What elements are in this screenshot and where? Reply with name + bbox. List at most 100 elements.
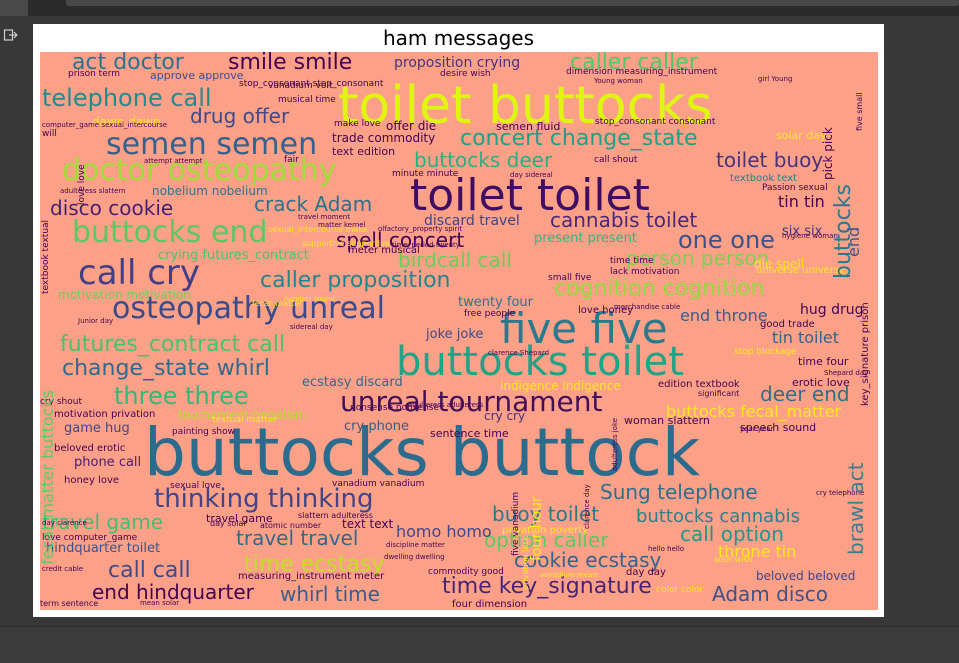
cloud-word: mean solar (140, 599, 180, 607)
cloud-word: phone call (74, 455, 142, 470)
cloud-word: homo homo (396, 522, 492, 541)
cloud-word: sidereal day (290, 323, 333, 331)
cloud-word: clarence Shepard (488, 349, 550, 357)
previous-cell-input[interactable] (66, 0, 959, 6)
cloud-word: significant (698, 389, 740, 398)
cloud-word: call shout (594, 155, 638, 165)
cloud-word: three three (114, 382, 249, 410)
cloud-word: ecstasy discard (302, 375, 403, 390)
cloud-word: attempt attempt (144, 157, 203, 165)
cloud-word: girl Young (758, 75, 793, 83)
cloud-word: buttocks deer (414, 148, 553, 172)
cloud-word: beloved erotic (54, 443, 126, 454)
cloud-word: vanadium mean (540, 571, 597, 579)
cloud-word: toilet buoy (716, 148, 824, 172)
cloud-word: spell concert (336, 228, 465, 252)
cloud-word: call cry (78, 253, 201, 293)
cloud-word: love honey (578, 305, 634, 316)
cloud-word: travel travel (236, 526, 359, 550)
figure-title: ham messages (382, 26, 535, 50)
cloud-word: speech sound (740, 421, 817, 434)
cloud-word: buttocks toilet (396, 339, 684, 385)
cloud-word: good trade (760, 319, 815, 330)
cloud-word: adulteress joke (611, 417, 619, 471)
cloud-word: prison term (68, 69, 121, 79)
cloud-word: vanadium vanadium (332, 479, 425, 489)
cloud-word: motivation motivation (58, 288, 191, 302)
cloud-word: edition textbook (658, 379, 740, 390)
cloud-word: desire wish (440, 69, 491, 79)
cloud-word: fecal_matter buttocks (40, 390, 57, 565)
cloud-word: five vanadium (511, 491, 521, 556)
cloud-word: person person (626, 246, 770, 270)
cloud-word: option caller (484, 528, 609, 552)
cloud-word: hygiene woman (782, 232, 838, 240)
cloud-word: discard travel (424, 213, 520, 229)
cloud-word: cry shout (40, 397, 82, 407)
cloud-word: five five (500, 304, 668, 353)
cloud-word: thinking thinking (154, 484, 374, 514)
cloud-word: cry telephone (816, 489, 865, 497)
cloud-word: sexual love (170, 481, 221, 491)
cloud-word: day clarence (42, 519, 87, 527)
cloud-word: time ecstasy (244, 552, 385, 577)
cloud-word: travel moment (298, 213, 350, 221)
cloud-word: sentence time (430, 427, 509, 440)
cloud-word: buttocks buttock (144, 414, 701, 491)
cloud-word: credit cable (42, 565, 84, 573)
cloud-word: crack Adam (254, 192, 373, 216)
cloud-word: time four (798, 355, 849, 368)
cloud-word: honey love (64, 475, 120, 486)
cloud-word: nobelium nobelium (152, 184, 268, 198)
cloud-word: woman slattern (624, 414, 710, 427)
cloud-word: caller caller (570, 52, 698, 75)
wordcloud-figure: ham messages toilet buttocks buttocks but… (33, 24, 884, 617)
cloud-word: textbook textual (41, 219, 51, 294)
cloud-word: Shepard day (824, 369, 869, 377)
cloud-word: atomic number (260, 521, 322, 530)
cloud-word: throne tin (718, 542, 797, 561)
cloud-word: concert change_state (460, 126, 698, 151)
cloud-word: fecal_matter (252, 299, 303, 308)
cloud-word: call call (108, 558, 191, 583)
cloud-word: proposition crying (394, 55, 521, 71)
cloud-word: hello hello (648, 545, 685, 553)
notebook-bottom-bar (0, 626, 959, 663)
cloud-word: hug drug (800, 302, 864, 318)
cloud-word: semen fluid (496, 120, 561, 133)
cloud-word: whirl time (280, 582, 380, 606)
cloud-word: four dimension (452, 599, 528, 610)
cloud-word: toilet buttocks (338, 76, 713, 136)
cloud-word: osteopathy unreal (112, 291, 385, 326)
cloud-word: cry phone (344, 419, 409, 434)
cloud-word: trade commodity (332, 131, 436, 145)
cloud-word: buoy toilet (492, 502, 600, 526)
cloud-word: drug offer (190, 104, 290, 128)
cloud-word: textbook text (730, 173, 798, 184)
cloud-word: commodity good (428, 567, 504, 577)
cloud-word: game hug (64, 421, 130, 436)
cloud-word: tournament negation (178, 408, 306, 422)
cloud-word: day solar (210, 519, 247, 528)
cloud-word: dwelling dwelling (384, 553, 445, 561)
cloud-word: die spell (754, 257, 805, 271)
output-redirect-icon[interactable] (3, 27, 19, 43)
cloud-word: text text (342, 517, 394, 531)
cloud-word: smile smile (228, 52, 353, 75)
cloud-word: stop blockage (734, 347, 797, 357)
cloud-word: buttocks fecal_matter (666, 402, 841, 421)
cloud-word: term sentence (40, 599, 99, 608)
cloud-word: end hindquarter (92, 580, 254, 604)
cloud-word: buttocks cannabis (636, 506, 800, 527)
cloud-word: semen semen (106, 127, 318, 162)
cloud-word: hindquarter toilet (46, 541, 161, 556)
cloud-word: Sung telephone (600, 480, 758, 504)
cloud-word: Passion sexual (762, 183, 828, 193)
cloud-word: nonsense nonsense (350, 403, 440, 413)
cloud-word: indigence indigence (500, 379, 621, 393)
cloud-word: motivation privation (54, 409, 156, 420)
cloud-word: stop_consonant consonant (595, 117, 716, 127)
cloud-word: four hour (529, 496, 545, 561)
cloud-word: brawl act (844, 462, 868, 555)
cloud-word: computer_game sexual_intercourse (42, 121, 168, 129)
